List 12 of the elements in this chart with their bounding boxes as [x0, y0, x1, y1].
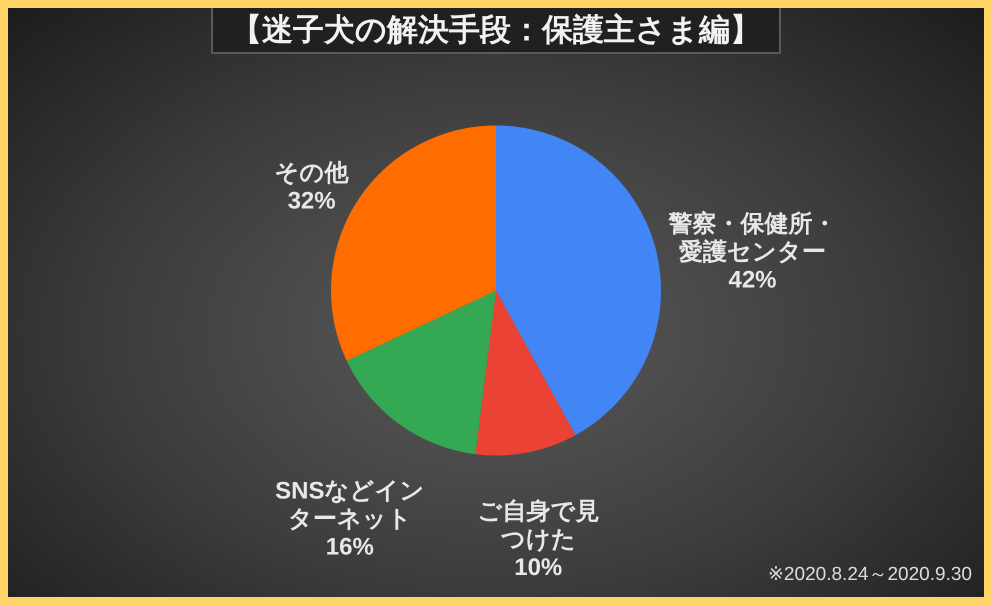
pie-slice	[346, 290, 496, 454]
pie-slice	[475, 290, 576, 456]
slice-label: その他	[274, 159, 350, 186]
slice-label: 警察・保健所・愛護センター	[667, 210, 836, 266]
data-label: 32%	[288, 187, 336, 214]
text: ※2020.8.24～2020.9.30	[768, 563, 972, 587]
data-label: 42%	[728, 266, 777, 294]
pie-slice	[496, 126, 661, 436]
data-label: 16%	[326, 534, 374, 561]
data-label: 10%	[514, 554, 562, 582]
slice-label: SNSなどインターネット	[275, 478, 424, 533]
slice-label: ご自身で見つけた	[477, 498, 600, 554]
